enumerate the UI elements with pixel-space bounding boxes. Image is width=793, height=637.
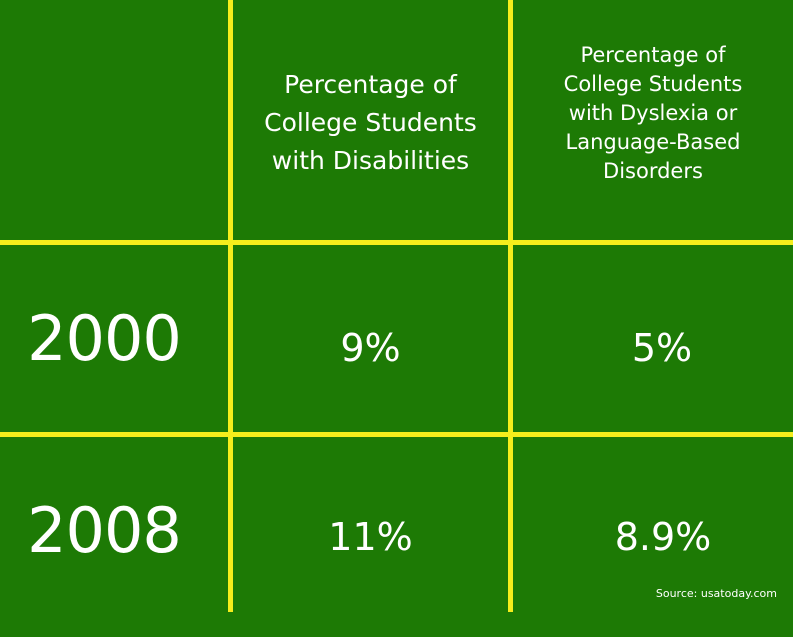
header-dyslexia-line: Language-Based: [565, 129, 741, 154]
header-disabilities-line: College Students: [264, 108, 477, 137]
source-caption: Source: usatoday.com: [655, 587, 777, 600]
column-divider-2: [508, 0, 513, 612]
row-year-2000: 2000: [27, 302, 182, 375]
header-dyslexia-line: College Students: [563, 71, 743, 96]
value-2008-dyslexia: 8.9%: [614, 515, 712, 559]
column-divider-1: [228, 0, 233, 612]
header-dyslexia-line: Percentage of: [580, 42, 726, 67]
header-disabilities: Percentage of College Students with Disa…: [233, 6, 508, 240]
value-2000-disabilities: 9%: [340, 325, 401, 370]
row-year-2008: 2008: [27, 494, 182, 567]
row-divider-1: [0, 240, 793, 245]
row-divider-2: [0, 432, 793, 437]
header-dyslexia: Percentage of College Students with Dysl…: [513, 0, 793, 226]
header-empty-cell: [0, 0, 228, 240]
data-table: Percentage of College Students with Disa…: [0, 0, 793, 612]
header-disabilities-line: Percentage of: [284, 70, 457, 99]
header-disabilities-line: with Disabilities: [271, 146, 470, 175]
value-2000-dyslexia: 5%: [631, 325, 693, 370]
header-dyslexia-line: with Dyslexia or: [568, 100, 738, 125]
value-2008-disabilities: 11%: [328, 515, 413, 559]
header-dyslexia-line: Disorders: [603, 158, 703, 183]
